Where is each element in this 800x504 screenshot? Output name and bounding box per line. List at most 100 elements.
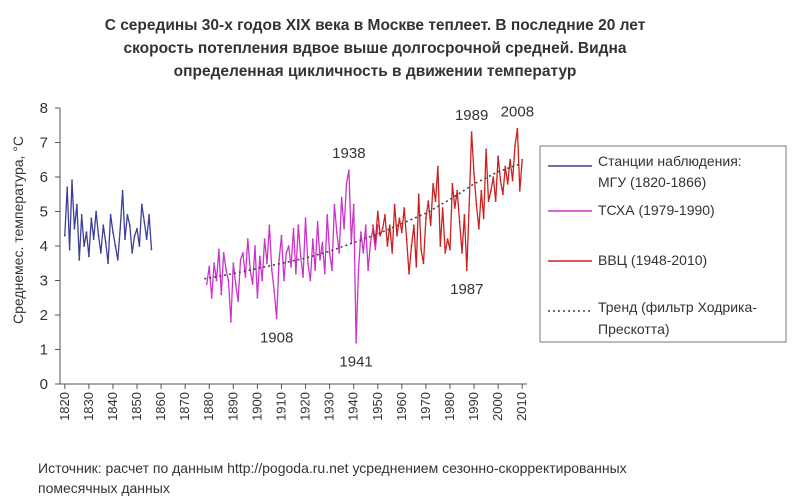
data-point [112,231,114,234]
data-point [437,165,439,168]
data-point [80,214,83,216]
x-tick-label: 1820 [57,392,72,421]
series-line-1 [206,169,379,344]
y-tick-label: 8 [40,100,48,117]
x-tick-label: 2010 [514,392,529,421]
data-point [87,255,90,258]
data-point [367,269,370,272]
data-point [311,238,314,241]
data-point [227,279,230,282]
data-point [352,203,355,206]
data-point [148,214,150,216]
data-point [268,224,271,227]
x-tick-label: 1960 [394,392,409,421]
axes-group: 0 1 2 3 4 5 6 7 8 1820 1830 1840 1850 1860 1870 1880 189… [40,100,530,421]
data-point [138,245,141,247]
data-point [487,200,490,203]
annotation-1941: 1941 [339,354,372,371]
data-point [251,283,254,285]
data-point [263,238,266,241]
data-point [280,234,283,237]
data-point [360,231,362,234]
data-point [275,317,278,320]
annotation-1908: 1908 [260,329,293,346]
data-point [456,189,459,192]
data-point [126,214,129,216]
data-point [278,258,280,261]
series-line-0 [64,179,153,264]
data-point [208,265,211,268]
data-point [499,179,502,182]
data-point [242,252,244,254]
data-point [107,262,110,265]
data-point [458,220,461,223]
data-point [261,279,264,282]
data-point [85,231,88,234]
data-point [254,245,256,247]
data-point [95,210,98,213]
data-point [102,224,105,227]
data-point [314,269,317,272]
data-point [475,203,478,206]
data-point [220,293,223,296]
data-point [492,176,495,178]
x-tick-label: 1870 [177,392,192,421]
data-point [345,183,348,185]
data-point [509,158,512,161]
data-point [92,238,95,241]
x-tick-label: 1850 [129,392,144,421]
y-tick-label: 2 [40,307,48,324]
data-point [449,248,451,251]
data-point [473,172,475,175]
data-point [225,269,227,272]
data-point [477,227,480,230]
data-point [109,214,112,216]
data-point [213,262,215,265]
data-point [432,183,435,185]
data-point [340,196,343,199]
data-point [398,217,401,220]
data-point [215,279,218,282]
data-point [205,283,208,285]
data-point [121,189,124,192]
annotation-2008: 2008 [501,104,534,121]
data-point [140,203,143,206]
series-line-3 [204,162,523,280]
legend-label-3: Прескотта) [598,321,670,337]
data-point [405,238,408,241]
source-line-2: помесячных данных [38,480,170,496]
data-point [246,238,249,241]
data-point [444,252,447,254]
data-point [68,248,71,251]
data-point [372,224,374,227]
x-tick-label: 1970 [418,392,433,421]
data-point [391,252,394,254]
data-point [410,245,413,247]
data-point [297,224,300,227]
data-point [514,145,516,147]
data-point [424,217,427,220]
data-point [480,189,483,192]
data-point [282,279,285,282]
data-point [384,214,386,216]
y-tick-label: 7 [40,135,48,152]
data-point [335,231,338,234]
data-point [232,262,235,265]
data-point [304,217,307,220]
x-tick-label: 2000 [490,392,505,421]
title-line-1: С середины 30-х годов XIX века в Москве … [104,17,646,34]
data-point [136,227,138,230]
x-tick-label: 1980 [442,392,457,421]
data-point [266,262,268,265]
data-point [150,248,153,251]
data-point [420,248,422,251]
data-point [63,234,66,237]
data-point [446,238,449,241]
data-point [357,269,360,272]
data-point [427,200,430,203]
legend-label-2: ВВЦ (1948-2010) [598,252,707,268]
data-point [374,248,377,251]
data-point [511,179,514,182]
data-point [66,186,69,189]
data-point [133,234,136,237]
